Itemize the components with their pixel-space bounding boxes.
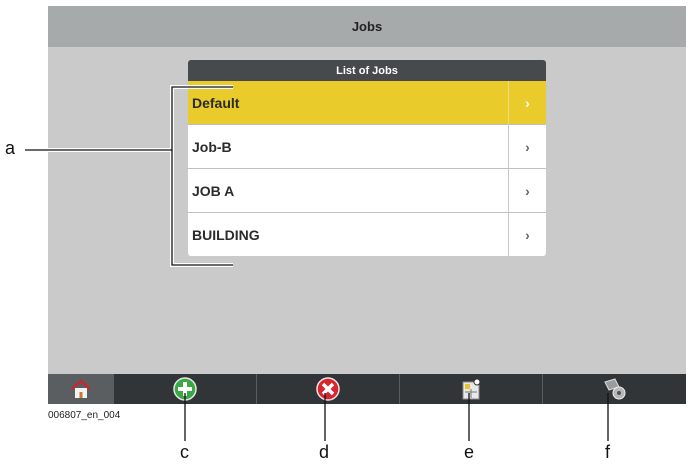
chevron-right-icon[interactable]: › xyxy=(508,81,546,124)
job-row-job-b[interactable]: Job-B › xyxy=(188,125,546,169)
job-row-job-a[interactable]: JOB A › xyxy=(188,169,546,213)
chevron-right-icon[interactable]: › xyxy=(508,169,546,212)
job-name: JOB A xyxy=(192,182,235,199)
bottom-toolbar xyxy=(48,374,686,404)
home-icon xyxy=(70,379,91,398)
job-name: BUILDING xyxy=(192,226,260,243)
job-row-default[interactable]: Default › xyxy=(188,81,546,125)
home-button[interactable] xyxy=(48,374,114,404)
instrument-settings-button[interactable] xyxy=(543,374,686,404)
callout-label-f: f xyxy=(605,442,611,462)
job-name: Job-B xyxy=(192,138,232,155)
job-list-panel: List of Jobs Default › Job-B › JOB A › B… xyxy=(188,60,546,256)
figure-id: 006807_en_004 xyxy=(48,410,121,421)
instrument-settings-icon xyxy=(603,378,625,400)
callout-label-d: d xyxy=(319,442,330,462)
job-list-title: List of Jobs xyxy=(188,60,546,81)
callout-label-e: e xyxy=(464,442,475,462)
job-row-building[interactable]: BUILDING › xyxy=(188,213,546,256)
callout-label-c: c xyxy=(180,442,189,462)
delete-job-button[interactable] xyxy=(257,374,400,404)
page-title: Jobs xyxy=(48,6,686,47)
callout-label-a: a xyxy=(5,138,16,158)
chevron-right-icon[interactable]: › xyxy=(508,125,546,168)
add-icon xyxy=(173,377,197,401)
chevron-right-icon[interactable]: › xyxy=(508,213,546,256)
delete-icon xyxy=(316,377,340,401)
device-screen: Jobs List of Jobs Default › Job-B › JOB … xyxy=(48,6,686,404)
job-data-icon xyxy=(462,378,481,400)
job-data-button[interactable] xyxy=(400,374,543,404)
job-name: Default xyxy=(192,94,240,111)
add-job-button[interactable] xyxy=(114,374,257,404)
